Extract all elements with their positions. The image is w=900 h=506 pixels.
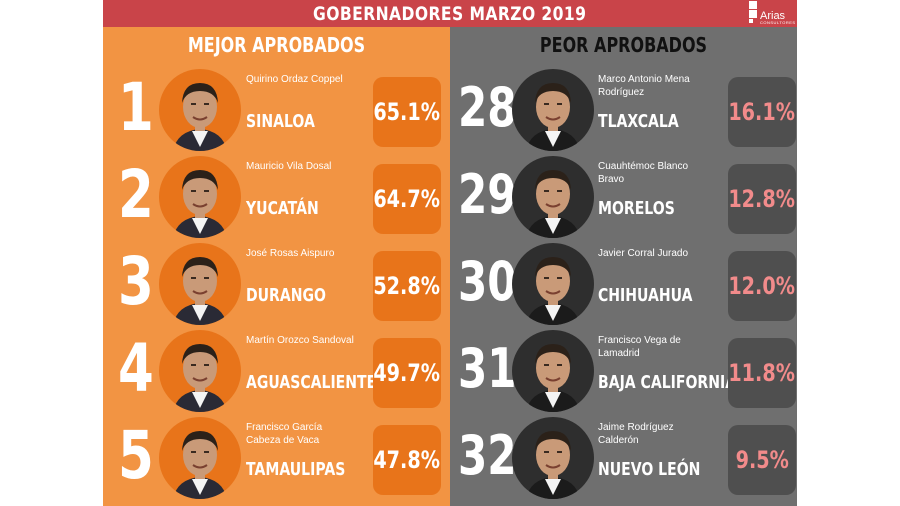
portrait-icon bbox=[173, 83, 227, 151]
governor-photo bbox=[159, 156, 241, 238]
approval-badge: 47.8% bbox=[373, 425, 441, 495]
governor-row: 30 Javier Corral Jurado CHIHUAHUA 12.0% bbox=[450, 241, 797, 328]
state-name: SINALOA bbox=[246, 111, 315, 132]
governor-row: 2 Mauricio Vila Dosal YUCATÁN 64.7% bbox=[103, 154, 450, 241]
governor-row: 29 Cuauhtémoc Blanco Bravo MORELOS 12.8% bbox=[450, 154, 797, 241]
governor-name: Martín Orozco Sandoval bbox=[246, 335, 354, 346]
approval-badge: 16.1% bbox=[728, 77, 796, 147]
portrait-icon bbox=[526, 83, 580, 151]
approval-badge: 52.8% bbox=[373, 251, 441, 321]
arias-logo: Arias CONSULTORES bbox=[749, 1, 796, 26]
approval-percent: 49.7% bbox=[373, 359, 441, 387]
approval-percent: 52.8% bbox=[373, 272, 441, 300]
state-name: YUCATÁN bbox=[246, 198, 319, 219]
worst-approved-panel: PEOR APROBADOS 28 Marco Antonio Mena Rodr… bbox=[450, 27, 797, 506]
portrait-icon bbox=[173, 257, 227, 325]
approval-percent: 65.1% bbox=[373, 98, 441, 126]
portrait-icon bbox=[173, 344, 227, 412]
state-name: TLAXCALA bbox=[598, 111, 679, 132]
rank-number: 30 bbox=[458, 250, 517, 313]
governor-name: Javier Corral Jurado bbox=[598, 248, 689, 259]
governor-row: 28 Marco Antonio Mena Rodríguez TLAXCALA 16… bbox=[450, 67, 797, 154]
logo-square-icon bbox=[749, 10, 757, 18]
portrait-icon bbox=[173, 431, 227, 499]
governor-photo bbox=[159, 330, 241, 412]
governor-row: 4 Martín Orozco Sandoval AGUASCALIENTES 49.… bbox=[103, 328, 450, 415]
logo-square-icon bbox=[749, 19, 753, 23]
governor-photo bbox=[512, 243, 594, 325]
governor-name: José Rosas Aispuro bbox=[246, 248, 335, 259]
approval-percent: 11.8% bbox=[728, 359, 796, 387]
rank-number: 29 bbox=[458, 163, 517, 226]
governor-name: Jaime Rodríguez Calderón bbox=[598, 422, 674, 446]
logo-text: Arias bbox=[760, 10, 786, 22]
governor-name: Cuauhtémoc Blanco Bravo bbox=[598, 161, 689, 185]
governor-row: 3 José Rosas Aispuro DURANGO 52.8% bbox=[103, 241, 450, 328]
approval-badge: 9.5% bbox=[728, 425, 796, 495]
governor-photo bbox=[512, 69, 594, 151]
governor-photo bbox=[159, 69, 241, 151]
rank-number: 32 bbox=[458, 424, 517, 487]
governor-name: Francisco Vega de Lamadrid bbox=[598, 335, 681, 359]
rank-number: 5 bbox=[118, 417, 154, 494]
rank-number: 3 bbox=[118, 243, 154, 320]
logo-subtext: CONSULTORES bbox=[760, 20, 796, 25]
approval-percent: 16.1% bbox=[728, 98, 796, 126]
approval-badge: 64.7% bbox=[373, 164, 441, 234]
logo-square-icon bbox=[749, 1, 757, 9]
portrait-icon bbox=[526, 344, 580, 412]
page-title: GOBERNADORES MARZO 2019 bbox=[313, 2, 587, 25]
rank-number: 4 bbox=[118, 330, 154, 407]
infographic-card: GOBERNADORES MARZO 2019 Arias CONSULTORE… bbox=[103, 0, 797, 506]
governor-row: 31 Francisco Vega de Lamadrid BAJA CALIFOR… bbox=[450, 328, 797, 415]
governor-photo bbox=[512, 156, 594, 238]
rank-number: 2 bbox=[118, 156, 154, 233]
rank-number: 28 bbox=[458, 76, 517, 139]
state-name: MORELOS bbox=[598, 198, 675, 219]
state-name: NUEVO LEÓN bbox=[598, 459, 701, 480]
governor-row: 1 Quirino Ordaz Coppel SINALOA 65.1% bbox=[103, 67, 450, 154]
portrait-icon bbox=[526, 431, 580, 499]
governor-name: Francisco García Cabeza de Vaca bbox=[246, 422, 323, 446]
approval-badge: 49.7% bbox=[373, 338, 441, 408]
rank-number: 31 bbox=[458, 337, 517, 400]
best-panel-title: MEJOR APROBADOS bbox=[187, 33, 366, 57]
governor-row: 32 Jaime Rodríguez Calderón NUEVO LEÓN 9.5% bbox=[450, 415, 797, 502]
approval-badge: 12.8% bbox=[728, 164, 796, 234]
portrait-icon bbox=[173, 170, 227, 238]
approval-badge: 11.8% bbox=[728, 338, 796, 408]
approval-percent: 12.0% bbox=[728, 272, 796, 300]
governor-row: 5 Francisco García Cabeza de Vaca TAMAULIP… bbox=[103, 415, 450, 502]
state-name: TAMAULIPAS bbox=[246, 459, 346, 480]
governor-photo bbox=[159, 417, 241, 499]
governor-name: Quirino Ordaz Coppel bbox=[246, 74, 343, 85]
state-name: AGUASCALIENTES bbox=[246, 372, 387, 393]
governor-name: Mauricio Vila Dosal bbox=[246, 161, 332, 172]
approval-percent: 64.7% bbox=[373, 185, 441, 213]
portrait-icon bbox=[526, 170, 580, 238]
governor-photo bbox=[512, 330, 594, 412]
state-name: CHIHUAHUA bbox=[598, 285, 693, 306]
approval-badge: 65.1% bbox=[373, 77, 441, 147]
state-name: DURANGO bbox=[246, 285, 326, 306]
approval-percent: 12.8% bbox=[728, 185, 796, 213]
approval-percent: 47.8% bbox=[373, 446, 441, 474]
best-approved-panel: MEJOR APROBADOS 1 Quirino Ordaz Coppel SIN… bbox=[103, 27, 450, 506]
governor-name: Marco Antonio Mena Rodríguez bbox=[598, 74, 690, 98]
worst-panel-title: PEOR APROBADOS bbox=[539, 33, 708, 57]
rank-number: 1 bbox=[118, 69, 154, 146]
governor-photo bbox=[512, 417, 594, 499]
approval-badge: 12.0% bbox=[728, 251, 796, 321]
state-name: BAJA CALIFORNIA bbox=[598, 372, 737, 393]
portrait-icon bbox=[526, 257, 580, 325]
approval-percent: 9.5% bbox=[735, 446, 789, 474]
header-bar: GOBERNADORES MARZO 2019 Arias CONSULTORE… bbox=[103, 0, 797, 27]
governor-photo bbox=[159, 243, 241, 325]
